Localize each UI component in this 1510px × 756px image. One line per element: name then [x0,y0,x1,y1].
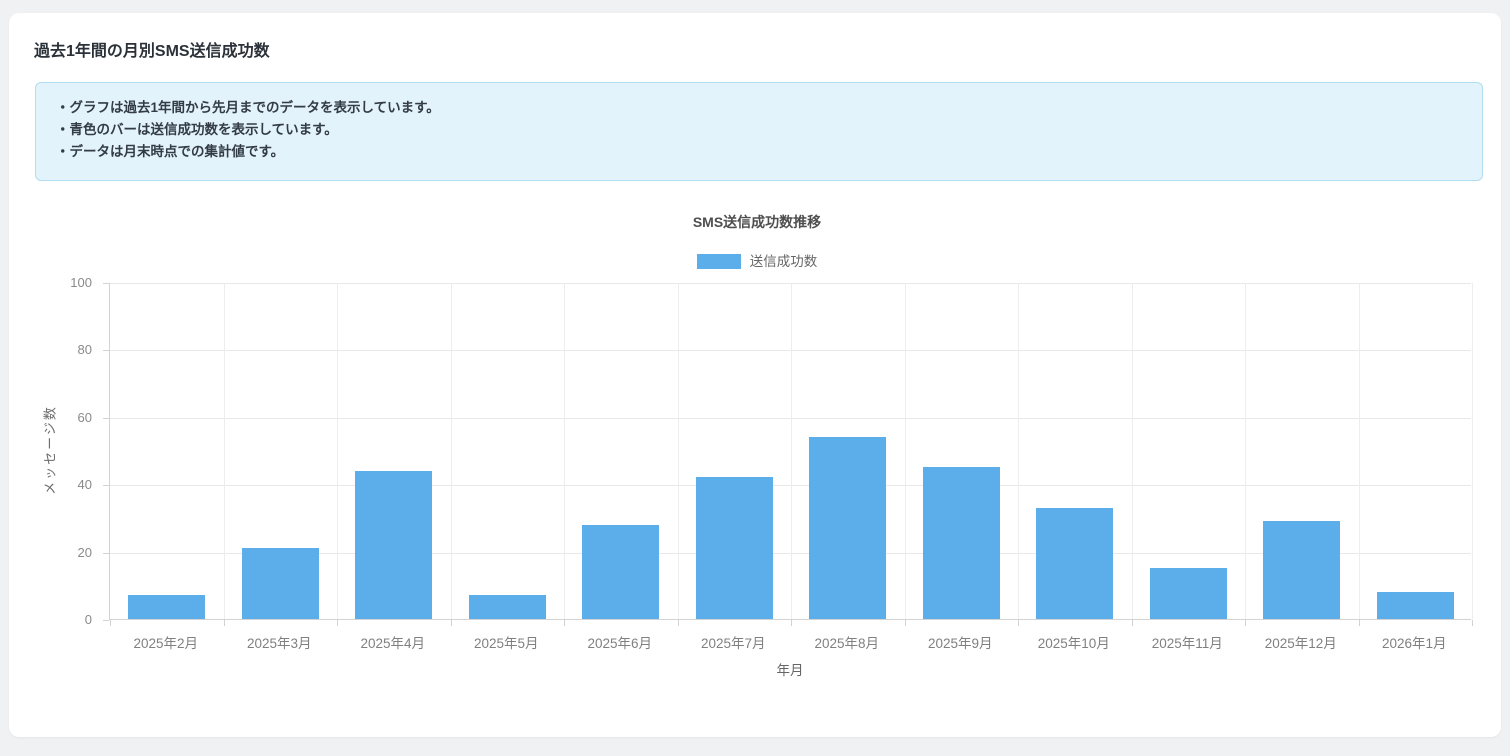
x-tick-label: 2026年1月 [1381,636,1447,651]
h-gridline [110,552,1471,554]
x-tick-mark [904,620,906,626]
bar-2025年3月[interactable] [241,548,319,619]
x-tick-label: 2025年9月 [927,636,993,651]
x-tick-label: 2025年6月 [587,636,653,651]
x-tick-label: 2025年11月 [1151,636,1223,651]
chart-legend[interactable]: 送信成功数 [32,254,1482,269]
legend-swatch [696,254,741,269]
bar-2025年5月[interactable] [468,595,546,619]
info-line-bar-color: ・青色のバーは送信成功数を表示しています。 [56,122,338,137]
v-gridline [564,283,565,619]
v-gridline [1245,283,1246,619]
chart-title: SMS送信成功数推移 [692,214,822,230]
bar-2025年6月[interactable] [582,524,660,619]
x-tick-label: 2025年3月 [246,636,312,651]
v-gridline [1131,283,1133,619]
y-tick-label: 20 [77,544,92,560]
x-tick-mark [450,620,452,626]
x-axis-title: 年月 [776,663,804,678]
bar-2025年7月[interactable] [695,477,773,619]
bar-2025年4月[interactable] [355,470,433,619]
x-tick-mark [110,620,111,626]
x-tick-label: 2025年10月 [1037,636,1110,651]
plot-area [103,283,1473,626]
legend-label: 送信成功数 [749,254,818,269]
bar-2025年2月[interactable] [128,595,206,619]
x-tick-label: 2025年8月 [814,636,880,651]
x-tick-mark [677,620,679,626]
y-tick-mark [103,283,109,284]
v-gridline [791,283,792,619]
x-tick-label: 2025年7月 [700,636,766,651]
info-box: ・グラフは過去1年間から先月までのデータを表示しています。 ・青色のバーは送信成… [35,82,1483,181]
x-tick-mark [1472,620,1473,626]
y-tick-label: 100 [70,275,92,290]
v-gridline [223,283,225,619]
x-tick-label: 2025年5月 [473,636,539,651]
y-tick-mark [103,417,109,419]
bar-2025年9月[interactable] [922,467,1000,619]
x-tick-mark [1358,620,1360,626]
page-title: 過去1年間の月別SMS送信成功数 [34,43,270,60]
v-gridline [1358,283,1360,619]
bar-2025年8月[interactable] [809,437,887,619]
h-gridline [110,350,1471,352]
bar-2025年11月[interactable] [1149,568,1227,619]
y-tick-mark [103,552,109,554]
bar-2025年10月[interactable] [1036,507,1114,619]
v-gridline [677,283,679,619]
x-tick-mark [791,620,792,626]
h-gridline [110,417,1471,419]
v-gridline [450,283,452,619]
x-tick-label: 2025年2月 [133,636,199,651]
h-gridline [110,283,1471,284]
chart-card: 過去1年間の月別SMS送信成功数 ・グラフは過去1年間から先月までのデータを表示… [9,13,1501,737]
x-tick-mark [1245,620,1246,626]
x-tick-mark [223,620,225,626]
y-tick-mark [103,485,109,487]
h-gridline [110,485,1471,487]
x-tick-label: 2025年12月 [1264,636,1337,651]
info-line-aggregation: ・データは月末時点での集計値です。 [56,144,285,159]
x-tick-mark [564,620,565,626]
v-gridline [337,283,338,619]
v-gridline [1472,283,1473,619]
info-line-range: ・グラフは過去1年間から先月までのデータを表示しています。 [56,100,440,115]
bar-2025年12月[interactable] [1263,521,1341,619]
y-tick-label: 60 [77,409,92,425]
sms-success-chart: SMS送信成功数推移 送信成功数 メッセージ数 年月 0 20 40 60 80 100 2… [32,200,1482,690]
y-tick-mark [103,620,109,621]
y-tick-label: 40 [77,477,92,493]
x-tick-mark [1018,620,1019,626]
v-gridline [904,283,906,619]
x-tick-mark [1131,620,1133,626]
y-tick-label: 0 [84,612,92,627]
x-tick-label: 2025年4月 [360,636,426,651]
bar-2026年1月[interactable] [1376,592,1454,619]
y-tick-label: 80 [77,342,92,358]
x-tick-mark [337,620,338,626]
v-gridline [1018,283,1019,619]
y-tick-mark [103,350,109,352]
